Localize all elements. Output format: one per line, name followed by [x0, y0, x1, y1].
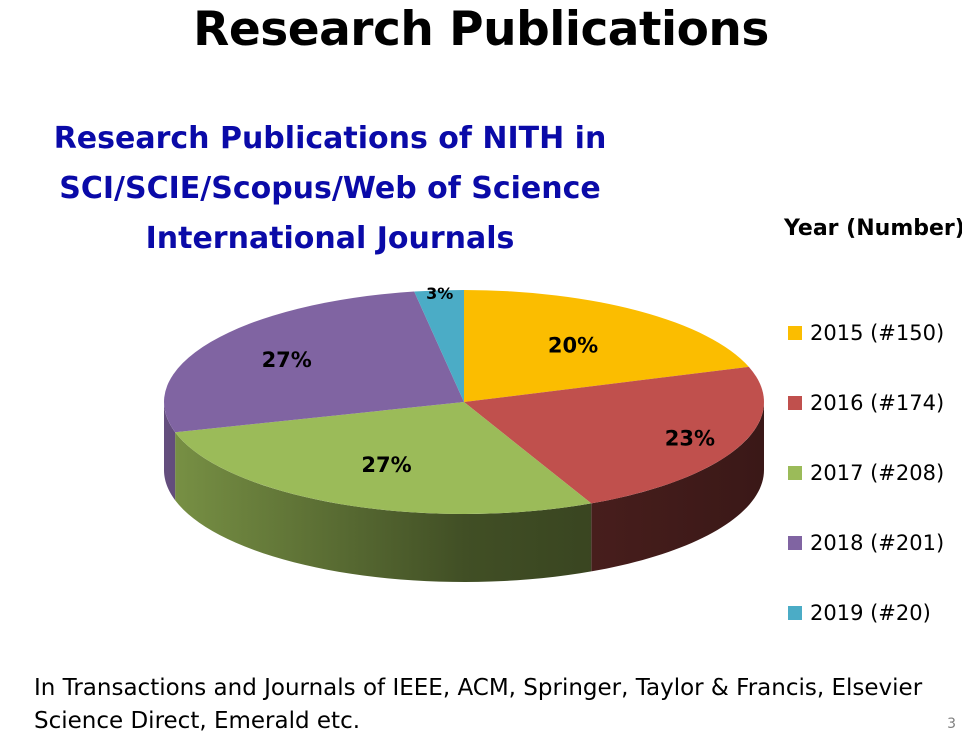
footer-text: In Transactions and Journals of IEEE, AC…	[34, 672, 954, 738]
legend-swatch-2017	[788, 466, 802, 480]
pie-label-4: 3%	[426, 284, 453, 303]
legend-item-2019: 2019 (#20)	[788, 598, 931, 628]
legend-label-2017: 2017 (#208)	[810, 461, 945, 485]
pie-slice-4	[414, 290, 464, 402]
legend-swatch-2019	[788, 606, 802, 620]
footer-line-1: In Transactions and Journals of IEEE, AC…	[34, 675, 923, 701]
slide-number: 3	[947, 716, 956, 732]
legend-title: Year (Number)	[784, 216, 962, 241]
legend-swatch-2018	[788, 536, 802, 550]
legend-label-2018: 2018 (#201)	[810, 531, 945, 555]
legend-swatch-2015	[788, 326, 802, 340]
footer-line-2: Science Direct, Emerald etc.	[34, 708, 361, 734]
chart-title-line-1: Research Publications of NITH in	[53, 121, 607, 156]
chart-title: Research Publications of NITH in SCI/SCI…	[20, 114, 640, 264]
slide-title: Research Publications	[193, 2, 769, 57]
chart-title-line-2: SCI/SCIE/Scopus/Web of Science	[59, 171, 601, 206]
legend-label-2015: 2015 (#150)	[810, 321, 945, 345]
chart-title-line-3: International Journals	[145, 221, 515, 256]
legend-item-2018: 2018 (#201)	[788, 528, 944, 558]
pie-label-0: 20%	[548, 334, 598, 358]
pie-label-1: 23%	[665, 426, 715, 450]
pie-slice-2	[175, 402, 592, 514]
legend-label-2016: 2016 (#174)	[810, 391, 945, 415]
pie-label-2: 27%	[361, 453, 411, 477]
pie-slice-1	[464, 366, 764, 504]
pie-slice-0	[464, 290, 749, 402]
pie-label-3: 27%	[262, 348, 312, 372]
pie-slice-3	[163, 291, 464, 433]
pie-side-1	[591, 402, 764, 572]
pie-side-2	[175, 432, 592, 582]
legend-swatch-2016	[788, 396, 802, 410]
legend-item-2016: 2016 (#174)	[788, 388, 944, 418]
legend-label-2019: 2019 (#20)	[810, 601, 931, 625]
legend-item-2015: 2015 (#150)	[788, 318, 944, 348]
legend-item-2017: 2017 (#208)	[788, 458, 944, 488]
pie-side-3	[164, 402, 176, 501]
